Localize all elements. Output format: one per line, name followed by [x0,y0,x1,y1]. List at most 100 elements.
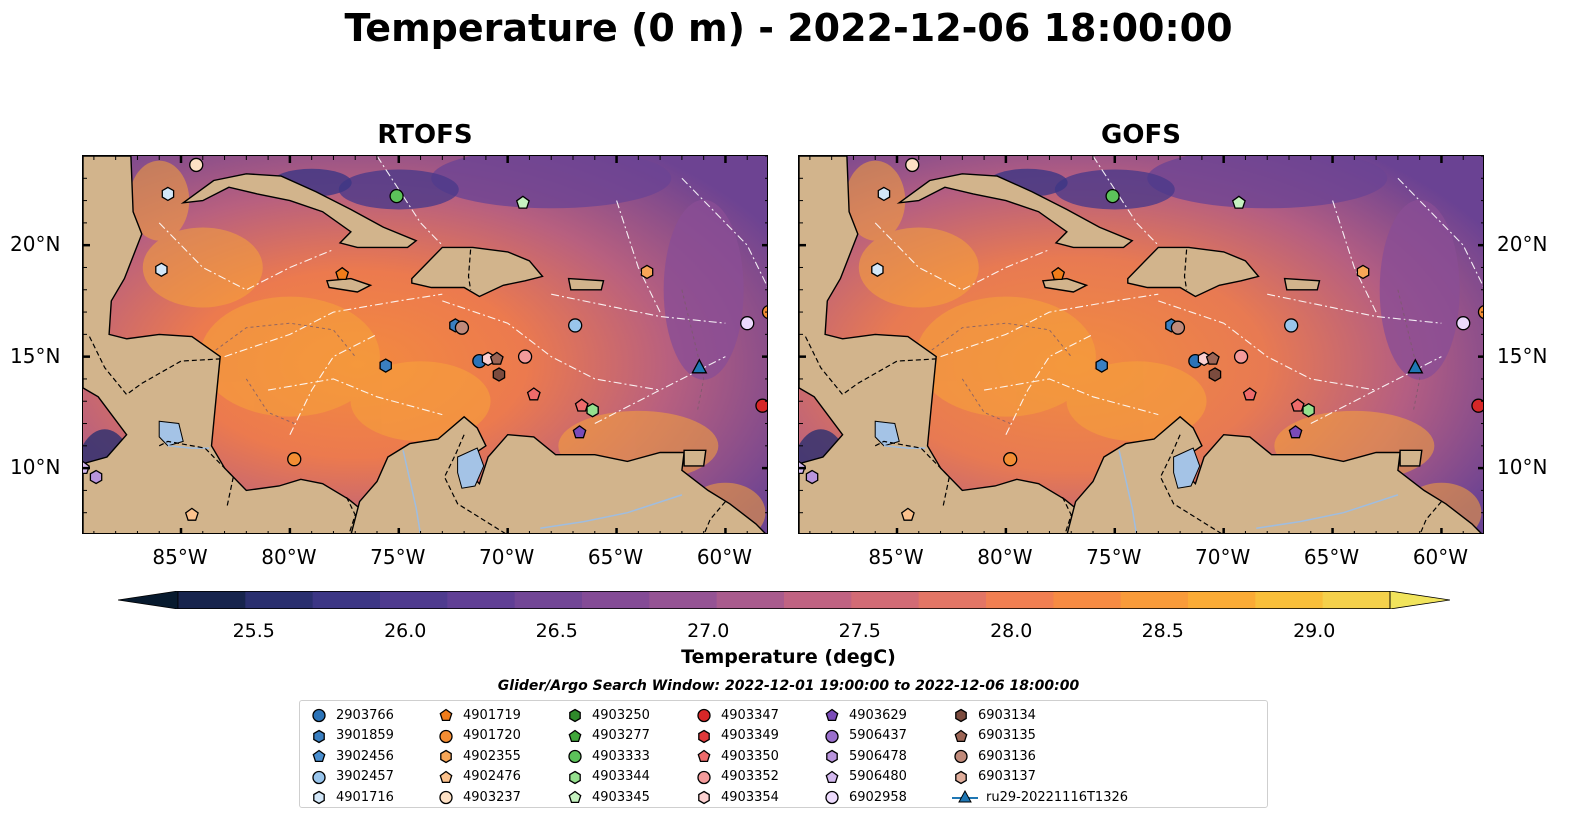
legend-item: 4902355 [437,748,521,764]
hexagon-marker [569,770,581,784]
land-puerto-rico [1283,277,1321,291]
lake [874,420,900,447]
legend-label: 4902355 [463,748,521,764]
country-borders [804,249,1442,533]
float-3901859 [379,358,392,373]
legend-item: 3901859 [310,728,394,744]
rtofs-map [82,155,768,534]
country-borders [88,249,726,533]
hexagon-icon [313,790,325,805]
float-6903134 [1208,367,1222,382]
float-4903350 [526,387,541,401]
colorbar-segment [514,591,583,609]
legend-label: 2903766 [336,707,394,723]
lon-tick-label: 80°W [977,545,1033,569]
float-4903345 [1231,195,1246,209]
pentagon-marker [825,770,839,783]
legend-item: 4903349 [695,728,779,744]
circle-marker [825,729,839,743]
hexagon-icon [698,729,710,743]
rivers [167,445,683,533]
map-ticks [799,156,1483,533]
lon-tick-label: 75°W [370,545,426,569]
float-6903134 [492,367,506,382]
float-6902958 [740,316,755,331]
pentagon-icon [825,770,839,783]
colorbar-segment [1188,591,1256,609]
lon-tick-label: 65°W [587,545,644,569]
hexagon-icon [440,749,452,764]
map-canvas [799,156,1483,533]
legend-label: 5906480 [849,769,907,784]
float-4903237 [905,157,920,173]
circle-icon [439,790,453,805]
hexagon-marker [698,790,710,805]
lon-tick-label: 75°W [1086,545,1142,569]
float-4903333 [1105,188,1120,204]
float-4902476 [900,507,915,521]
circle-icon [312,770,326,784]
colorbar-segment [178,591,246,609]
colorbar-segment [245,591,314,609]
circle-marker [697,708,711,723]
float-5906478 [805,469,819,485]
float-5906478 [89,469,103,485]
circle-icon [825,729,839,743]
float-6903135 [1205,351,1220,365]
legend-label: 6903135 [978,728,1036,743]
float-markers [83,157,767,521]
pentagon-marker [439,770,453,783]
lon-tick-label: 60°W [696,545,753,569]
search-window-text: Glider/Argo Search Window: 2022-12-01 19… [497,678,1080,694]
legend-item: 4903347 [695,707,779,723]
hexagon-icon [955,770,967,784]
hexagon-icon [569,708,581,723]
pentagon-marker [439,708,453,722]
hexagon-icon [313,729,325,743]
lake [1173,447,1201,489]
float-4903333 [389,188,404,204]
colorbar-segment [1120,591,1189,609]
colorbar-segment [986,591,1054,609]
lon-tick-label: 80°W [261,545,317,569]
legend-label: 4903333 [592,748,650,764]
colorbar-segment [1053,591,1122,609]
legend-item: 4903350 [695,748,779,764]
legend-label: 4903354 [721,789,779,805]
legend-item: 6903135 [952,728,1036,744]
land-puerto-rico [567,277,605,291]
lon-tick-label: 60°W [1412,545,1469,569]
panel-title-rtofs: RTOFS [377,120,473,150]
colorbar-segment [1322,591,1391,609]
legend-label: 6903134 [978,707,1036,723]
float-4903347 [755,398,767,413]
legend-label: 6903136 [978,748,1036,764]
legend-item: 5906437 [823,728,907,744]
float-3902457 [568,318,583,333]
land-cuba [896,173,1134,249]
glider-marker [1407,358,1424,374]
legend-item: 5906480 [823,769,907,785]
hexagon-icon [698,790,710,805]
pentagon-marker [568,790,582,804]
colorbar-segment [716,591,785,609]
legend-label: 4903250 [592,707,650,723]
circle-marker [825,790,839,805]
lon-tick-label: 70°W [479,545,535,569]
legend-label: 5906437 [849,728,907,743]
circle-marker [439,790,453,805]
hexagon-marker [955,708,967,723]
glider-marker [691,358,708,374]
colorbar-segment [312,591,381,609]
triangle-line-icon [952,789,978,803]
legend-label: 4903277 [592,728,650,743]
colorbar-tick-label: 29.0 [1293,620,1336,642]
float-4901719 [335,266,350,281]
colorbar-segment [784,591,852,609]
colorbar-segment [918,591,987,609]
map-ticks [83,156,767,533]
float-4902476 [184,507,199,521]
float-4901716 [161,186,175,202]
float-4901719 [1051,266,1066,281]
circle-marker [312,708,326,723]
